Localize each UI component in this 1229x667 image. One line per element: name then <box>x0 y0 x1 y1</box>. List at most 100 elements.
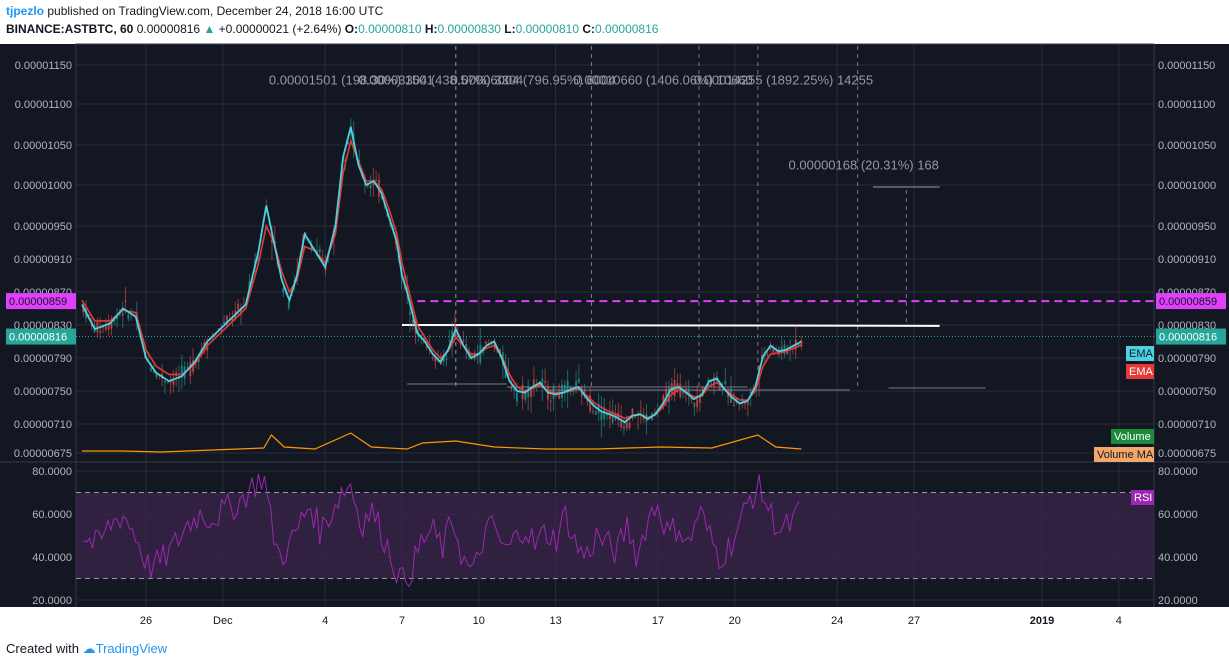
candle-body <box>237 303 240 310</box>
candle-body <box>408 312 411 315</box>
candle-body <box>186 366 189 368</box>
candle-body <box>710 381 713 383</box>
open-value: 0.00000810 <box>358 22 422 36</box>
rsi-tick-left: 80.0000 <box>32 466 72 478</box>
candle-body <box>732 405 735 407</box>
level-tag-left-bg <box>6 293 76 310</box>
candle-body <box>431 357 434 359</box>
last-price: 0.00000816 <box>136 22 201 36</box>
candle-body <box>625 419 628 429</box>
candle-body <box>766 354 769 356</box>
candle-body <box>344 159 347 161</box>
time-tick: Dec <box>213 615 233 627</box>
rsi-tick-right: 20.0000 <box>1158 595 1198 607</box>
volume-ma-tag: Volume MA <box>1097 449 1154 461</box>
candle-body <box>544 381 547 383</box>
ema-slow-line <box>81 138 802 420</box>
price-change: +0.00000021 (+2.64%) <box>218 22 342 36</box>
candle-body <box>772 349 775 353</box>
rsi-tick-right: 40.0000 <box>1158 552 1198 564</box>
close-label: C: <box>582 22 596 36</box>
candle-body <box>591 410 594 412</box>
candle-body <box>411 320 414 325</box>
candle-body <box>693 402 696 407</box>
candle-body <box>282 288 285 293</box>
candle-body <box>82 306 85 313</box>
time-tick: 4 <box>322 615 328 627</box>
price-tick-left: 0.00000910 <box>14 254 72 266</box>
time-tick: 13 <box>549 615 561 627</box>
candle-body <box>608 412 611 420</box>
price-tick-right: 0.00000790 <box>1158 353 1216 365</box>
candle-body <box>189 362 192 377</box>
last-tag-right-bg <box>1156 328 1226 345</box>
candle-body <box>749 392 752 394</box>
publish-text: published on TradingView.com, December 2… <box>47 4 384 18</box>
candle-body <box>346 142 349 145</box>
candle-body <box>698 394 701 403</box>
candle-body <box>572 390 575 392</box>
candle-body <box>217 328 220 330</box>
measure-annotation: 0.00006004 (796.95%) 6004 <box>451 72 616 87</box>
time-tick: 17 <box>652 615 664 627</box>
price-tick-left: 0.00000950 <box>14 221 72 233</box>
candle-body <box>541 378 544 386</box>
candle-body <box>287 302 290 308</box>
candle-body <box>110 319 113 329</box>
candle-body <box>172 380 175 385</box>
candle-body <box>462 340 465 342</box>
candle-body <box>127 314 130 320</box>
price-tick-left: 0.00000710 <box>14 419 72 431</box>
candle-body <box>372 180 375 186</box>
candle-body <box>575 381 578 391</box>
candle-body <box>225 315 228 325</box>
price-tick-right: 0.00001100 <box>1158 99 1215 111</box>
candle-body <box>270 239 273 243</box>
level-tag-right: 0.00000859 <box>1159 296 1217 308</box>
ema-slow-tag-bg <box>1126 364 1154 379</box>
candle-body <box>563 384 566 392</box>
volume-ma-tag-bg <box>1094 447 1154 462</box>
candle-body <box>149 368 152 372</box>
ema-fast-line <box>81 126 802 424</box>
candle-body <box>113 319 116 322</box>
candle-body <box>318 248 321 252</box>
price-tick-left: 0.00001000 <box>14 180 72 192</box>
candle-body <box>713 376 716 386</box>
candle-body <box>741 398 744 404</box>
candle-body <box>789 347 792 351</box>
time-tick: 10 <box>473 615 485 627</box>
time-tick: 4 <box>1116 615 1122 627</box>
ema-slow-tag: EMA <box>1129 366 1154 378</box>
candle-body <box>169 381 172 383</box>
candle-body <box>628 422 631 428</box>
tradingview-link[interactable]: TradingView <box>95 641 168 656</box>
candle-body <box>510 387 513 390</box>
price-tick-right: 0.00000710 <box>1158 419 1216 431</box>
level-tag-right-bg <box>1156 293 1226 310</box>
last-tag-left: 0.00000816 <box>9 332 67 344</box>
candle-body <box>366 185 369 187</box>
candle-body <box>369 185 372 189</box>
candle-body <box>589 395 592 411</box>
measure-annotation: 0.00001501 (198.30%) 1501 <box>269 72 434 87</box>
measure-annotation: 0.00010660 (1406.06%) 10660 <box>574 72 753 87</box>
ohlc-legend: BINANCE:ASTBTC, 60 0.00000816 ▲ +0.00000… <box>6 22 658 36</box>
candle-body <box>310 245 313 251</box>
time-axis-strip <box>0 607 1229 633</box>
author-name[interactable]: tjpezlo <box>6 4 44 18</box>
candle-body <box>180 365 183 376</box>
rsi-band <box>76 492 1154 579</box>
candle-body <box>532 379 535 389</box>
rsi-tick-right: 80.0000 <box>1158 466 1198 478</box>
candle-body <box>155 372 158 377</box>
candle-body <box>220 329 223 331</box>
candle-body <box>617 412 620 421</box>
candle-body <box>251 280 254 283</box>
price-tick-right: 0.00001050 <box>1158 140 1216 152</box>
candle-body <box>583 389 586 395</box>
rsi-tick-right: 60.0000 <box>1158 509 1198 521</box>
candle-body <box>484 341 487 344</box>
candle-body <box>524 390 527 400</box>
